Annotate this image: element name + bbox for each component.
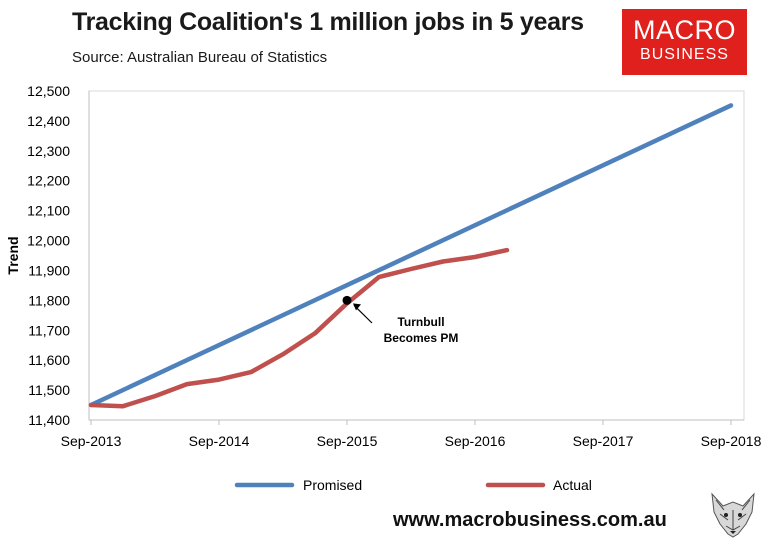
x-tick-label: Sep-2014 [189, 433, 250, 449]
annotation-arrowhead [353, 303, 361, 311]
logo-line-1: MACRO [633, 15, 736, 45]
wolf-mascot-icon [706, 490, 760, 540]
x-tick-label: Sep-2018 [701, 433, 762, 449]
y-tick-label: 12,200 [27, 173, 70, 189]
y-tick-label: 12,400 [27, 113, 70, 129]
y-tick-label: 11,400 [28, 412, 70, 428]
y-tick-label: 12,000 [27, 233, 70, 249]
x-tick-label: Sep-2015 [317, 433, 378, 449]
x-tick-label: Sep-2017 [573, 433, 634, 449]
macro-business-logo: MACRO BUSINESS [622, 9, 747, 75]
y-tick-label: 12,500 [27, 83, 70, 99]
legend-label-promised: Promised [303, 477, 362, 493]
y-axis-label: Trend [5, 236, 21, 274]
website-url: www.macrobusiness.com.au [393, 509, 667, 531]
series-line-actual [88, 247, 510, 409]
annotation-marker [342, 295, 352, 305]
x-tick-label: Sep-2013 [61, 433, 122, 449]
y-tick-label: 11,500 [28, 382, 70, 398]
y-tick-label: 11,900 [28, 262, 70, 278]
chart-source: Source: Australian Bureau of Statistics [72, 49, 328, 66]
chart-title: Tracking Coalition's 1 million jobs in 5… [72, 8, 584, 36]
plot-area [88, 90, 745, 421]
y-tick-label: 12,100 [27, 203, 70, 219]
y-tick-label: 11,700 [28, 322, 70, 338]
series-line-promised [88, 103, 734, 408]
logo-line-2: BUSINESS [640, 46, 729, 63]
y-tick-label: 12,300 [27, 143, 70, 159]
y-tick-label: 11,800 [28, 292, 70, 308]
legend-label-actual: Actual [553, 477, 592, 493]
x-tick-label: Sep-2016 [445, 433, 506, 449]
annotation-label-line-2: Becomes PM [384, 331, 459, 345]
y-tick-label: 11,600 [28, 352, 70, 368]
annotation-label-line-1: Turnbull [397, 315, 444, 329]
